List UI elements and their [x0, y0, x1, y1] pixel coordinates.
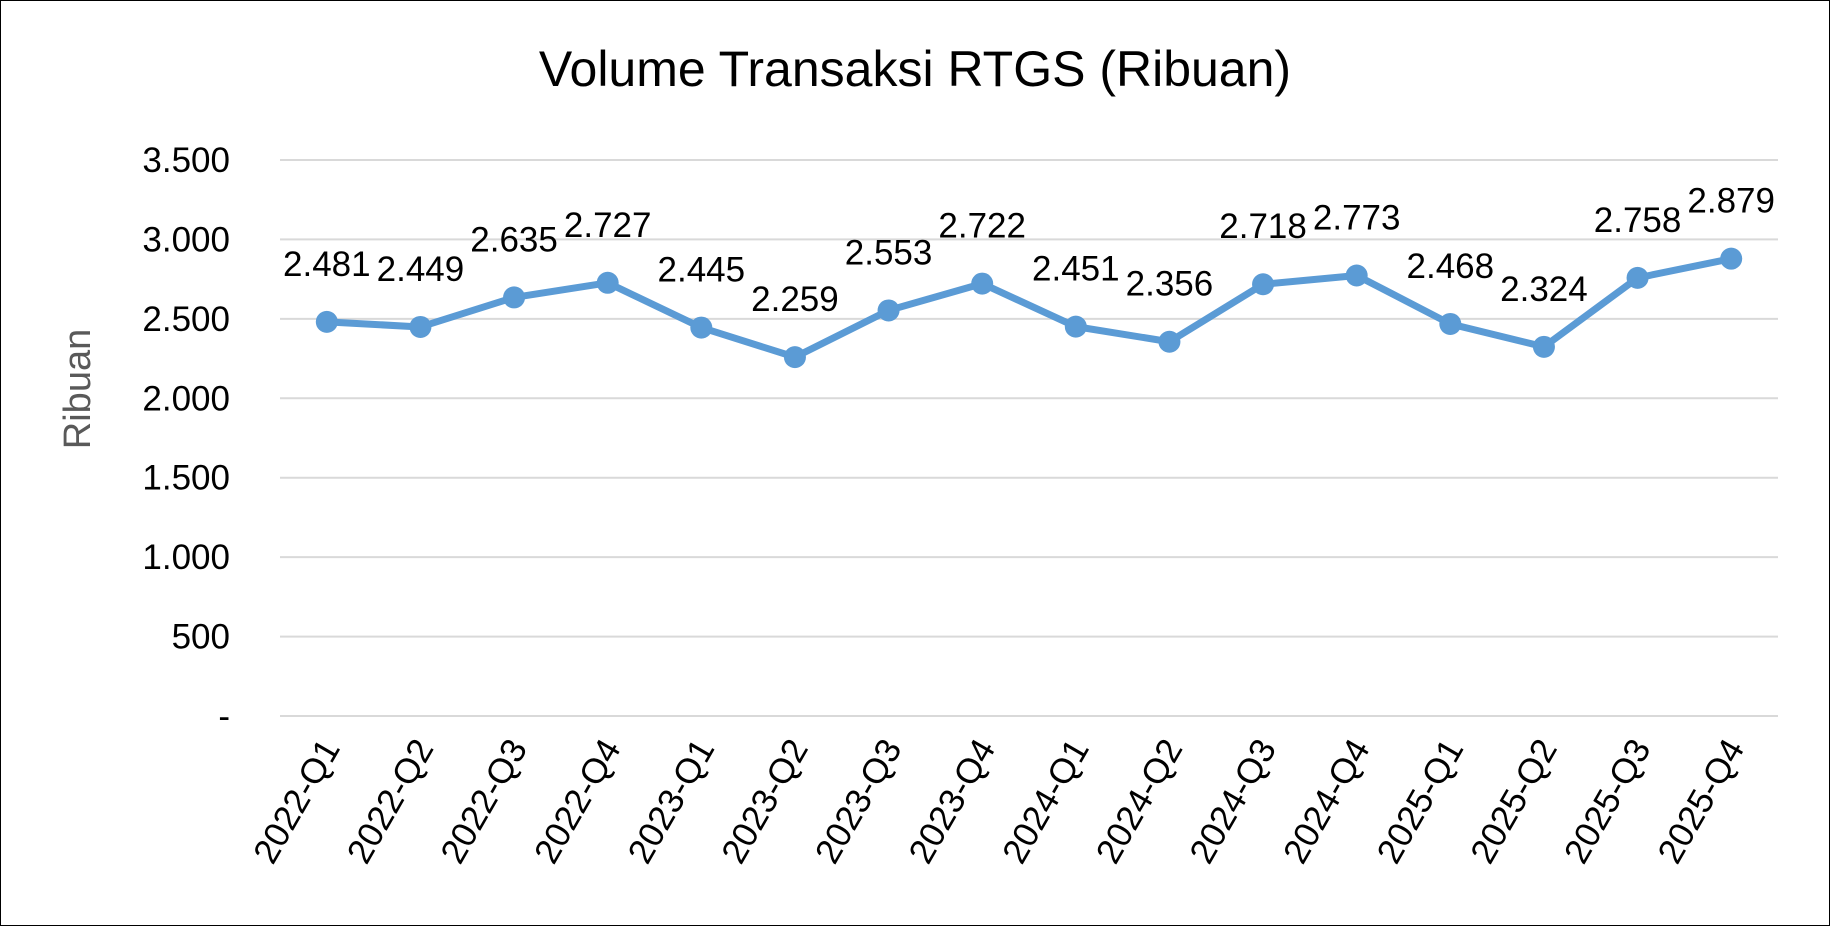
- x-tick-label: 2022-Q4: [527, 733, 629, 870]
- y-tick-label: 1.000: [142, 538, 230, 577]
- data-label: 2.758: [1594, 201, 1682, 240]
- x-tick-label: 2022-Q3: [433, 733, 535, 870]
- x-tick-label: 2022-Q2: [339, 733, 441, 870]
- y-tick-label: 500: [172, 618, 230, 657]
- data-label: 2.718: [1219, 207, 1307, 246]
- data-point: [1345, 264, 1368, 287]
- data-point: [1064, 315, 1087, 338]
- x-tick-label: 2024-Q1: [995, 733, 1097, 870]
- x-tick-label: 2024-Q3: [1182, 733, 1284, 870]
- y-axis-ticks: - 500 1.000 1.500 2.000 2.500 3.000 3.500: [142, 141, 230, 736]
- x-tick-label: 2025-Q4: [1650, 733, 1752, 870]
- y-tick-label: 1.500: [142, 459, 230, 498]
- x-tick-label: 2024-Q4: [1276, 733, 1378, 870]
- data-label: 2.259: [751, 280, 839, 319]
- x-axis-ticks: 2022-Q12022-Q22022-Q32022-Q42023-Q12023-…: [246, 733, 1752, 870]
- data-label: 2.356: [1126, 265, 1214, 304]
- x-tick-label: 2025-Q1: [1369, 733, 1471, 870]
- x-tick-label: 2022-Q1: [246, 733, 348, 870]
- data-point: [1626, 266, 1649, 289]
- data-point: [690, 316, 713, 339]
- x-tick-label: 2023-Q3: [808, 733, 910, 870]
- x-tick-label: 2023-Q1: [620, 733, 722, 870]
- y-tick-label: 2.000: [142, 379, 230, 418]
- data-label: 2.773: [1313, 198, 1401, 237]
- x-tick-label: 2025-Q3: [1557, 733, 1659, 870]
- x-tick-label: 2023-Q2: [714, 733, 816, 870]
- data-point: [503, 286, 526, 309]
- data-label: 2.449: [377, 250, 465, 289]
- data-label: 2.879: [1687, 182, 1775, 221]
- data-point: [783, 346, 806, 369]
- data-label: 2.451: [1032, 250, 1120, 289]
- data-label: 2.445: [658, 251, 746, 290]
- data-point: [1158, 330, 1181, 353]
- data-point: [1439, 312, 1462, 335]
- data-point: [971, 272, 994, 295]
- data-point: [877, 299, 900, 322]
- data-label: 2.553: [845, 233, 933, 272]
- y-tick-label: 3.000: [142, 220, 230, 259]
- data-label: 2.324: [1500, 270, 1588, 309]
- data-point: [1532, 335, 1555, 358]
- x-tick-label: 2023-Q4: [901, 733, 1003, 870]
- data-point: [1720, 247, 1743, 270]
- data-points: [315, 247, 1743, 369]
- y-axis-label: Ribuan: [57, 329, 99, 449]
- data-point: [596, 271, 619, 294]
- data-point: [315, 310, 338, 333]
- x-tick-label: 2025-Q2: [1463, 733, 1565, 870]
- data-point: [1252, 273, 1275, 296]
- x-tick-label: 2024-Q2: [1088, 733, 1190, 870]
- y-tick-label: 3.500: [142, 141, 230, 180]
- y-tick-label: -: [218, 697, 230, 736]
- chart-title: Volume Transaksi RTGS (Ribuan): [539, 41, 1291, 97]
- data-point: [409, 315, 432, 338]
- y-tick-label: 2.500: [142, 300, 230, 339]
- data-label: 2.722: [938, 207, 1026, 246]
- data-label: 2.468: [1407, 247, 1495, 286]
- series-line: [323, 255, 1735, 361]
- data-label: 2.481: [283, 245, 371, 284]
- data-label: 2.635: [470, 220, 558, 259]
- gridlines: [280, 159, 1778, 717]
- series-line-layer: [323, 255, 1735, 361]
- data-label: 2.727: [564, 206, 652, 245]
